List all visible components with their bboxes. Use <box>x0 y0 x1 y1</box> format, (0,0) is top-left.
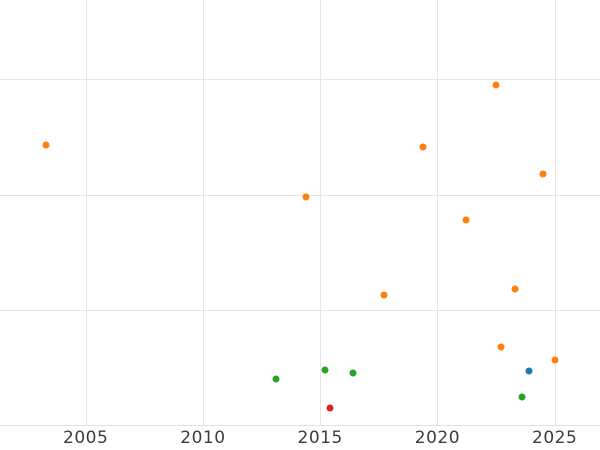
data-point-orange <box>539 170 547 178</box>
data-point-blue <box>525 367 533 375</box>
x-tick-label-2025: 2025 <box>532 428 578 448</box>
data-point-green <box>518 393 526 400</box>
gridline-vertical-2005 <box>85 0 87 425</box>
data-point-orange <box>419 143 427 151</box>
gridline-vertical-2015 <box>320 0 322 425</box>
gridline-horizontal-3 <box>0 79 600 81</box>
data-point-orange <box>302 193 310 201</box>
data-point-orange <box>511 285 519 293</box>
x-axis-line <box>0 425 600 427</box>
data-point-green <box>321 366 329 374</box>
gridline-horizontal-2 <box>0 194 600 196</box>
x-tick-label-2015: 2015 <box>297 428 343 448</box>
gridline-vertical-2025 <box>554 0 556 425</box>
data-point-orange <box>492 81 500 89</box>
x-tick-label-2020: 2020 <box>414 428 461 448</box>
data-point-orange <box>380 291 387 299</box>
data-point-orange <box>462 216 470 224</box>
data-point-green <box>349 369 357 377</box>
x-tick-label-2010: 2010 <box>180 428 226 448</box>
gridline-vertical-2010 <box>202 0 204 425</box>
data-point-green <box>272 375 280 383</box>
x-tick-label-2005: 2005 <box>63 428 109 448</box>
gridline-vertical-2020 <box>437 0 439 425</box>
data-point-orange <box>551 356 559 364</box>
gridline-horizontal-1 <box>0 310 600 311</box>
data-point-orange <box>42 141 50 149</box>
data-point-red <box>326 404 334 412</box>
data-point-orange <box>497 343 505 351</box>
